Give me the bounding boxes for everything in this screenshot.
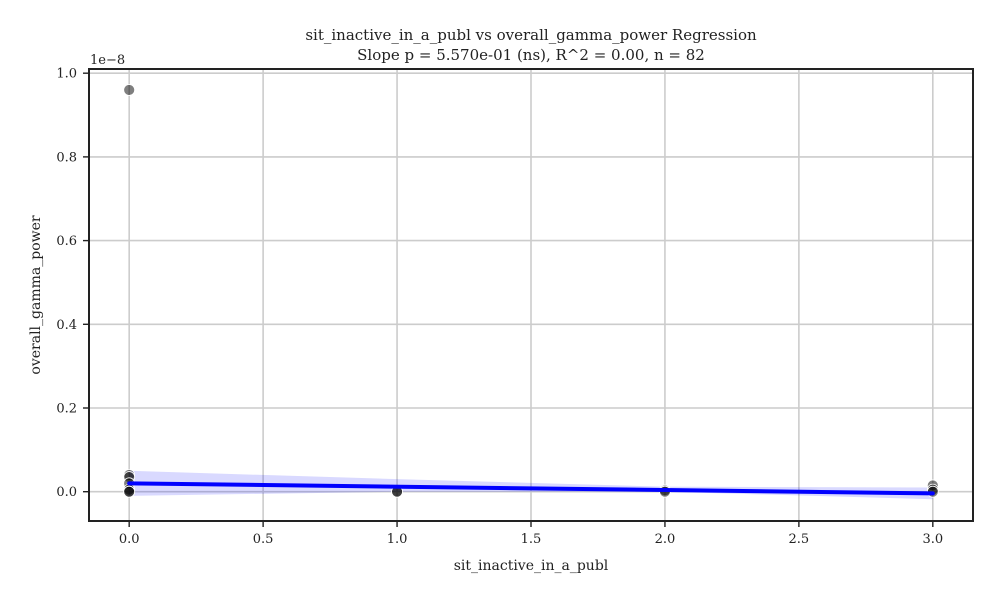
y-tick-label: 0.2 [56, 402, 77, 417]
chart-subtitle: Slope p = 5.570e-01 (ns), R^2 = 0.00, n … [357, 46, 705, 64]
plot-frame [88, 68, 974, 522]
y-axis-offset-label: 1e−8 [90, 53, 125, 68]
y-tick-label: 0.8 [56, 150, 77, 165]
data-point [123, 485, 136, 498]
x-tick-label: 3.0 [922, 532, 943, 547]
regression-line [127, 481, 935, 496]
x-tick-label: 1.0 [387, 532, 408, 547]
x-tick-label: 2.0 [655, 532, 676, 547]
x-axis-label: sit_inactive_in_a_publ [454, 558, 609, 574]
data-point [123, 84, 136, 96]
x-tick-label: 0.5 [253, 532, 274, 547]
y-tick-label: 0.0 [56, 485, 77, 500]
y-tick-label: 0.4 [56, 318, 77, 333]
y-axis-label: overall_gamma_power [28, 215, 44, 374]
axis-layer: 0.0 0.5 1.0 1.5 2.0 2.5 3.0 0.0 0.2 0.4 0.6 0.8 1.0 [56, 67, 974, 547]
x-tick-label: 1.5 [521, 532, 542, 547]
regression-line-layer [127, 481, 935, 496]
x-tick-label: 0.0 [119, 532, 140, 547]
y-tick-label: 1.0 [56, 67, 77, 82]
y-tick-label: 0.6 [56, 234, 77, 249]
chart-title: sit_inactive_in_a_publ vs overall_gamma_… [305, 26, 757, 44]
grid-layer [89, 69, 973, 521]
x-tick-label: 2.5 [789, 532, 810, 547]
